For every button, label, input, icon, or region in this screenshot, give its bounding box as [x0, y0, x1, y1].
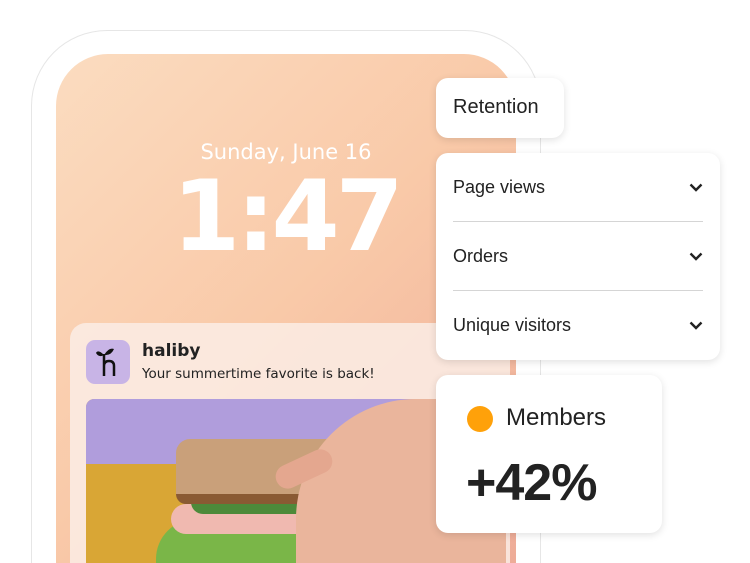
members-label: Members [506, 404, 607, 431]
notification-message: Your summertime favorite is back! [142, 366, 375, 382]
lockscreen-time: 1:47 [172, 160, 404, 274]
phone-lockscreen: Sunday, June 16 1:47 haliby Your summert… [56, 54, 516, 563]
item-label: Orders [453, 245, 509, 266]
haliby-logo-icon [86, 340, 130, 384]
dropdown-item-page-views[interactable]: Page views [453, 153, 703, 222]
metrics-dropdown-list: Page views Orders Unique visitors [436, 153, 720, 360]
retention-card[interactable]: Retention [436, 78, 564, 138]
dropdown-item-orders[interactable]: Orders [453, 222, 703, 291]
chevron-down-icon [689, 252, 703, 261]
dropdown-item-unique-visitors[interactable]: Unique visitors [453, 291, 703, 360]
notification-app-name: haliby [142, 341, 201, 361]
item-label: Unique visitors [453, 315, 572, 335]
members-stat-card: Members +42% [436, 375, 662, 533]
members-value: +42% [466, 454, 597, 512]
chevron-down-icon [689, 321, 703, 330]
chevron-down-icon [689, 183, 703, 192]
retention-label: Retention [453, 96, 539, 118]
item-label: Page views [453, 176, 546, 197]
members-legend-dot [467, 406, 493, 432]
lockscreen-date: Sunday, June 16 [200, 140, 372, 164]
